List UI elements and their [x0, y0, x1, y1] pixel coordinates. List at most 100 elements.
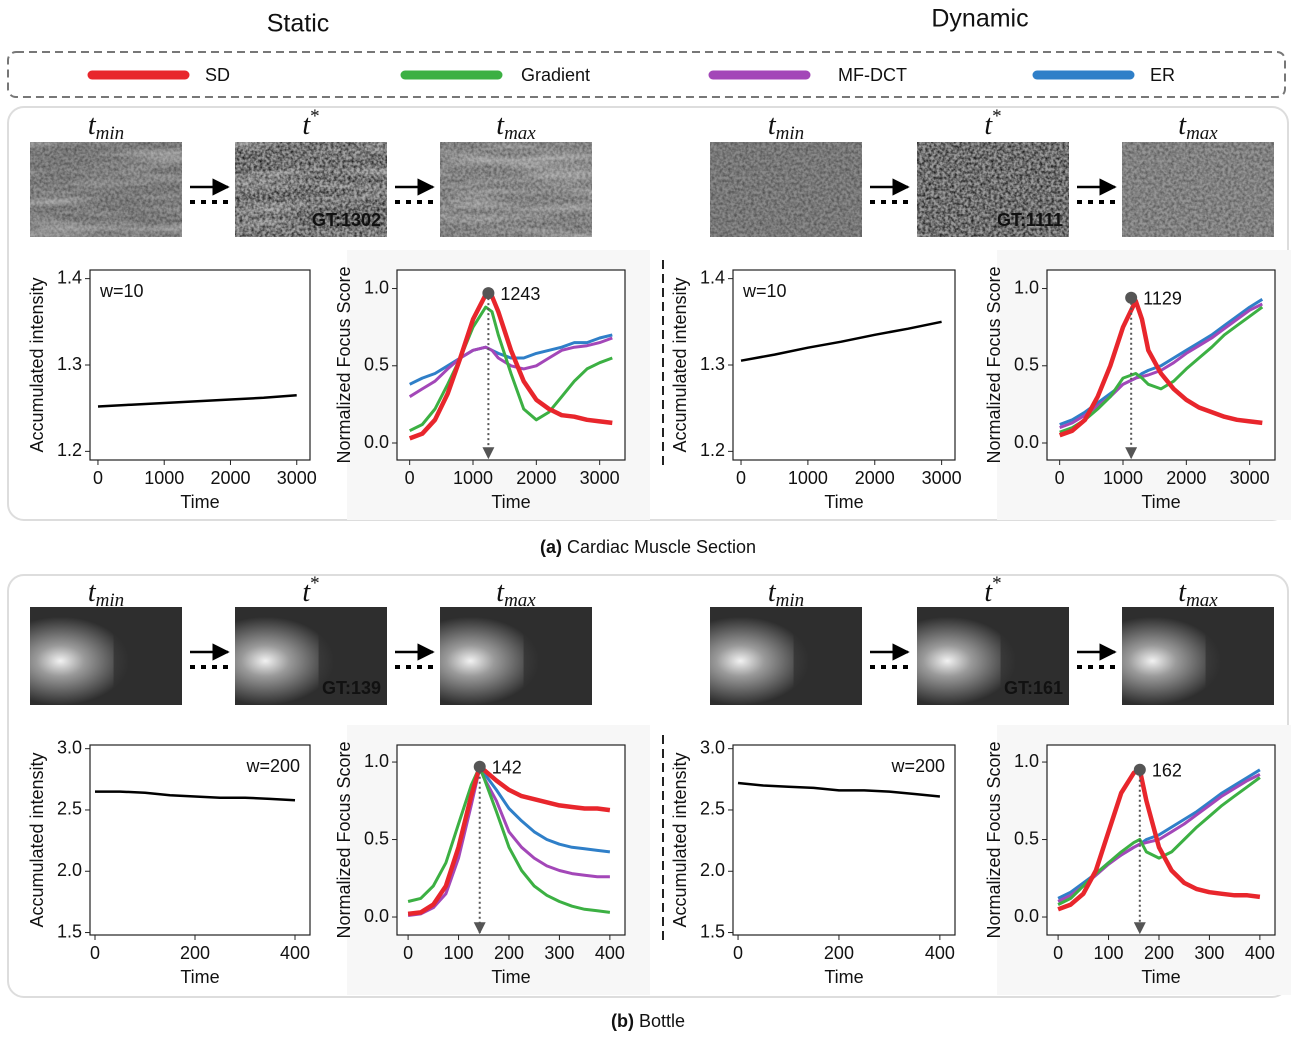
x-axis-label: Time [491, 492, 530, 512]
image-overlay [1000, 607, 1069, 705]
frame-sub: min [96, 590, 125, 611]
x-tick-label: 1000 [144, 468, 184, 488]
x-tick-label: 400 [595, 943, 625, 963]
peak-marker [1133, 763, 1146, 776]
y-tick-label: 0.0 [1014, 906, 1039, 926]
frame-label: tmin [88, 110, 124, 144]
intensity-line [737, 781, 941, 798]
y-axis-label: Normalized Focus Score [984, 741, 1004, 938]
y-axis-label: Normalized Focus Score [334, 741, 354, 938]
image-texture [917, 142, 1069, 237]
frame-label: t* [984, 573, 1001, 608]
focus-line [1059, 305, 1264, 434]
frame-base: t [768, 577, 777, 608]
x-axis-label: Time [180, 967, 219, 987]
frame-label: tmin [88, 577, 124, 611]
peak-marker [473, 760, 486, 773]
y-tick-label: 3.0 [700, 737, 725, 757]
image-texture [710, 142, 862, 237]
x-axis-label: Time [824, 967, 863, 987]
frame-base: t [302, 110, 311, 141]
x-tick-label: 0 [736, 468, 746, 488]
y-tick-label: 0.0 [364, 432, 389, 452]
frame-sub: max [504, 590, 536, 611]
y-tick-label: 2.0 [700, 860, 725, 880]
frame-base: t [88, 110, 97, 141]
focus-line [409, 305, 613, 433]
x-tick-label: 1000 [453, 468, 493, 488]
y-tick-label: 1.5 [700, 921, 725, 941]
focus-line [1057, 767, 1261, 912]
frame-sub: min [96, 123, 125, 144]
legend-label: MF-DCT [838, 65, 907, 85]
focus-line [408, 292, 613, 441]
intensity-line [740, 320, 942, 362]
frame-label: t* [302, 106, 319, 141]
y-tick-label: 2.5 [700, 799, 725, 819]
x-tick-label: 3000 [1230, 468, 1270, 488]
gt-label: GT:1111 [997, 210, 1063, 230]
frame-label: t* [984, 106, 1001, 141]
frame-sup: * [310, 106, 320, 127]
y-tick-label: 0.5 [1014, 828, 1039, 848]
frame-sub: min [776, 123, 805, 144]
y-tick-label: 1.0 [1014, 277, 1039, 297]
image-texture [235, 142, 387, 237]
frame-base: t [496, 110, 505, 141]
image-texture [30, 142, 182, 237]
x-tick-label: 300 [544, 943, 574, 963]
x-tick-label: 3000 [922, 468, 962, 488]
x-tick-label: 300 [1194, 943, 1224, 963]
annotation: w=10 [99, 281, 144, 301]
x-tick-label: 2000 [1166, 468, 1206, 488]
gt-label: GT:139 [322, 678, 381, 698]
x-tick-label: 2000 [516, 468, 556, 488]
y-axis-label: Accumulated intensity [27, 752, 47, 927]
focus-line [407, 764, 611, 917]
frame-label: tmax [496, 577, 536, 611]
frame-sub: max [1186, 123, 1218, 144]
y-tick-label: 0.0 [1014, 432, 1039, 452]
panel-label: (b) [611, 1011, 634, 1031]
x-axis-label: Time [1141, 492, 1180, 512]
image-overlay [523, 607, 592, 705]
legend-label: SD [205, 65, 230, 85]
frame-sub: max [1186, 590, 1218, 611]
legend-label: ER [1150, 65, 1175, 85]
peak-label: 1129 [1143, 289, 1182, 309]
y-tick-label: 1.0 [364, 277, 389, 297]
y-tick-label: 0.0 [364, 906, 389, 926]
image-overlay [1205, 607, 1274, 705]
frame-label: t* [302, 573, 319, 608]
x-axis-label: Time [180, 492, 219, 512]
x-tick-label: 1000 [1103, 468, 1143, 488]
x-axis-label: Time [491, 967, 530, 987]
y-tick-label: 0.5 [1014, 355, 1039, 375]
x-tick-label: 200 [494, 943, 524, 963]
frame-sub: max [504, 123, 536, 144]
y-tick-label: 1.2 [57, 440, 82, 460]
image-texture [440, 142, 592, 237]
y-tick-label: 1.4 [57, 267, 82, 287]
legend-box [7, 51, 1286, 98]
x-tick-label: 3000 [580, 468, 620, 488]
peak-label: 1243 [500, 284, 540, 304]
frame-sup: * [992, 573, 1002, 594]
peak-label: 142 [492, 757, 522, 777]
frame-base: t [984, 577, 993, 608]
y-tick-label: 0.5 [364, 355, 389, 375]
image-overlay [318, 607, 387, 705]
gt-label: GT:161 [1004, 678, 1063, 698]
intensity-line [95, 790, 296, 802]
x-tick-label: 200 [1144, 943, 1174, 963]
y-axis-label: Normalized Focus Score [984, 266, 1004, 463]
x-tick-label: 200 [180, 943, 210, 963]
y-tick-label: 2.5 [57, 799, 82, 819]
panel-label: (a) [540, 537, 562, 557]
annotation: w=10 [742, 281, 787, 301]
x-tick-label: 0 [1053, 943, 1063, 963]
panel-caption: (a) Cardiac Muscle Section [540, 537, 756, 557]
x-axis-label: Time [1141, 967, 1180, 987]
panel-title: Cardiac Muscle Section [562, 537, 756, 557]
